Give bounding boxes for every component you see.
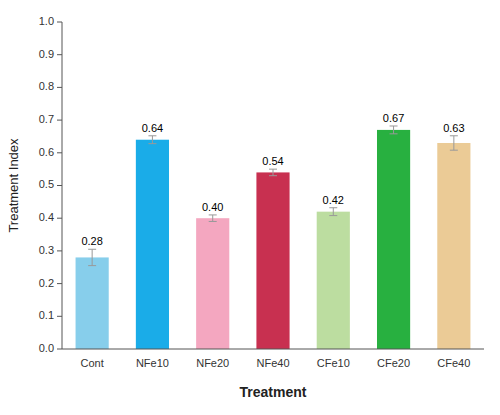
error-cap [88, 249, 96, 250]
error-cap [329, 207, 337, 208]
bar [437, 143, 470, 349]
error-bar [329, 208, 337, 216]
tick-mark [57, 349, 62, 350]
tick-label: CFe40 [437, 357, 470, 369]
tick-label: CFe10 [317, 357, 350, 369]
data-label: 0.67 [383, 112, 404, 124]
tick-label: 0.8 [39, 80, 54, 92]
error-stem [393, 126, 394, 134]
error-stem [273, 169, 274, 176]
bars [76, 126, 471, 349]
error-stem [453, 136, 454, 150]
y-axis: 0.0 0.1 0.2 0.3 0.4 0.5 0.6 0.7 0.8 0.9 1.0 [39, 15, 62, 354]
tick-mark [57, 218, 62, 219]
tick-label: NFe40 [256, 357, 289, 369]
error-cap [209, 221, 217, 222]
tick-label: 0.2 [39, 277, 54, 289]
data-label: 0.42 [323, 194, 344, 206]
error-stem [152, 136, 153, 144]
bar [317, 212, 350, 349]
tick-mark [57, 250, 62, 251]
error-cap [390, 133, 398, 134]
tick-mark [57, 22, 62, 23]
tick-mark [57, 120, 62, 121]
error-cap [450, 150, 458, 151]
bar [377, 130, 410, 349]
error-bar [450, 136, 458, 150]
tick-label: 0.7 [39, 113, 54, 125]
tick-label: 0.9 [39, 48, 54, 60]
error-bar [148, 136, 156, 144]
tick-mark [57, 54, 62, 55]
tick-label: 0.1 [39, 309, 54, 321]
tick-mark [57, 316, 62, 317]
tick-label: NFe20 [196, 357, 229, 369]
bar [76, 257, 109, 349]
error-bar [390, 126, 398, 134]
error-cap [148, 143, 156, 144]
tick-label: 1.0 [39, 15, 54, 27]
tick-label: CFe20 [377, 357, 410, 369]
tick-mark [57, 152, 62, 153]
data-label: 0.63 [443, 122, 464, 134]
tick-label: 0.4 [39, 211, 54, 223]
error-bar [88, 249, 96, 265]
x-axis: Cont NFe10 NFe20 NFe40 CFe10 CFe20 CFe40 [81, 357, 471, 369]
error-cap [148, 135, 156, 136]
error-cap [269, 175, 277, 176]
error-bar [209, 215, 217, 222]
error-cap [269, 169, 277, 170]
error-cap [88, 265, 96, 266]
y-axis-line [62, 22, 63, 349]
bar [256, 172, 289, 349]
tick-label: Cont [81, 357, 104, 369]
error-stem [333, 208, 334, 216]
x-axis-line [62, 349, 484, 350]
error-cap [209, 214, 217, 215]
data-label: 0.64 [142, 122, 163, 134]
bar [196, 218, 229, 349]
bar [136, 140, 169, 349]
error-stem [212, 215, 213, 222]
data-label: 0.40 [202, 201, 223, 213]
error-cap [329, 215, 337, 216]
chart: 0.0 0.1 0.2 0.3 0.4 0.5 0.6 0.7 0.8 0.9 1.0 0.28 0.6… [0, 0, 500, 415]
data-label: 0.54 [262, 155, 283, 167]
tick-mark [57, 283, 62, 284]
tick-mark [57, 185, 62, 186]
data-labels: 0.28 0.64 0.40 0.54 0.42 0.67 0.63 [81, 112, 464, 247]
error-bar [269, 169, 277, 176]
error-cap [450, 135, 458, 136]
error-cap [390, 125, 398, 126]
y-axis-title: Treatment Index [6, 138, 21, 233]
tick-label: 0.6 [39, 146, 54, 158]
tick-label: 0.5 [39, 178, 54, 190]
tick-label: 0.0 [39, 342, 54, 354]
data-label: 0.28 [81, 235, 102, 247]
error-stem [92, 249, 93, 265]
x-axis-title: Treatment [240, 384, 307, 400]
tick-label: 0.3 [39, 244, 54, 256]
tick-label: NFe10 [136, 357, 169, 369]
tick-mark [57, 87, 62, 88]
